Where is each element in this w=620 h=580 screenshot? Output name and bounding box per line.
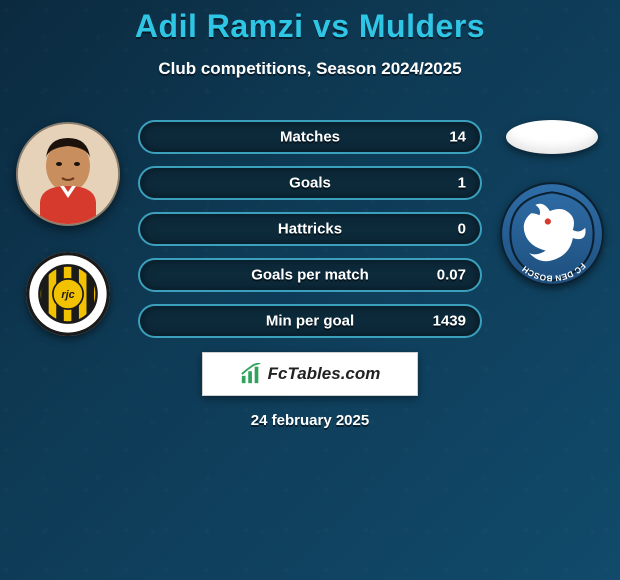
stat-row: Goals per match 0.07	[138, 258, 482, 292]
stat-row: Goals 1	[138, 166, 482, 200]
stats-list: Matches 14 Goals 1 Hattricks 0 Goals per…	[138, 120, 482, 338]
avatar-icon	[18, 124, 118, 224]
right-player-column: FC DEN BOSCH	[492, 120, 612, 286]
stat-row: Min per goal 1439	[138, 304, 482, 338]
left-player-avatar	[16, 122, 120, 226]
stat-right-value: 1439	[433, 313, 466, 330]
stat-row: Hattricks 0	[138, 212, 482, 246]
right-player-avatar-placeholder	[506, 120, 598, 154]
stat-right-value: 14	[449, 129, 466, 146]
brand-text: FcTables.com	[268, 364, 381, 384]
stat-right-value: 1	[458, 175, 466, 192]
stat-label: Hattricks	[278, 221, 342, 238]
left-player-column: rjc	[8, 122, 128, 336]
club-badge-icon: rjc	[26, 252, 110, 336]
club-badge-icon: FC DEN BOSCH	[500, 182, 604, 286]
stat-label: Goals	[289, 175, 331, 192]
stat-right-value: 0	[458, 221, 466, 238]
page-title: Adil Ramzi vs Mulders	[0, 0, 620, 45]
right-club-badge: FC DEN BOSCH	[500, 182, 604, 286]
left-club-badge: rjc	[26, 252, 110, 336]
stat-label: Goals per match	[251, 267, 369, 284]
bar-chart-icon	[240, 363, 262, 385]
footer-date: 24 february 2025	[0, 412, 620, 429]
page-subtitle: Club competitions, Season 2024/2025	[0, 59, 620, 79]
stat-row: Matches 14	[138, 120, 482, 154]
stat-label: Matches	[280, 129, 340, 146]
stat-label: Min per goal	[266, 313, 354, 330]
svg-text:rjc: rjc	[61, 289, 74, 301]
brand-box: FcTables.com	[202, 352, 418, 396]
stat-right-value: 0.07	[437, 267, 466, 284]
